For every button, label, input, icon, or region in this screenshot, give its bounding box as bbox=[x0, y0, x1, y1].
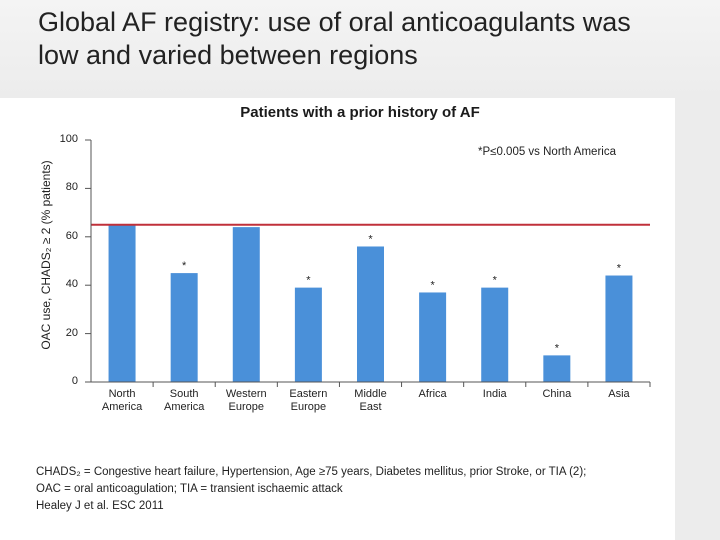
y-tick-label: 40 bbox=[65, 278, 78, 291]
bar bbox=[232, 227, 260, 382]
y-tick-label: 100 bbox=[59, 133, 78, 145]
x-tick-label: Western Europe bbox=[225, 388, 267, 413]
footnotes: CHADS₂ = Congestive heart failure, Hyper… bbox=[36, 464, 666, 515]
markers-group: * * * * * * * bbox=[182, 233, 622, 354]
y-tick-label: 80 bbox=[65, 181, 78, 194]
significance-marker: * bbox=[617, 263, 622, 275]
y-ticks-group bbox=[85, 139, 91, 383]
bar bbox=[294, 287, 322, 382]
significance-marker: * bbox=[368, 233, 373, 245]
significance-marker: * bbox=[306, 275, 311, 287]
significance-marker: * bbox=[555, 342, 560, 354]
bar bbox=[357, 246, 384, 382]
footnote-source: Healey J et al. ESC 2011 bbox=[36, 500, 164, 512]
x-tick-label: Middle East bbox=[354, 388, 387, 413]
bar bbox=[481, 287, 509, 382]
x-tick-label: China bbox=[542, 388, 572, 400]
y-tick-label: 20 bbox=[65, 326, 78, 339]
bar bbox=[543, 355, 571, 382]
y-tick-label: 60 bbox=[65, 229, 78, 242]
x-tick-label: India bbox=[482, 388, 507, 400]
bar bbox=[108, 224, 136, 382]
x-tick-label: Asia bbox=[608, 388, 630, 400]
y-tick-label: 0 bbox=[71, 375, 78, 387]
significance-marker: * bbox=[493, 275, 498, 287]
significance-note: *P≤0.005 vs North America bbox=[478, 146, 616, 158]
x-tick-label: Eastern Europe bbox=[289, 388, 328, 413]
x-tick-label: North America bbox=[101, 388, 143, 413]
significance-marker: * bbox=[182, 260, 187, 272]
x-tick-label: South America bbox=[163, 388, 205, 413]
header-band bbox=[0, 0, 720, 98]
x-ticks-group bbox=[152, 382, 651, 387]
x-tick-label: Africa bbox=[418, 388, 447, 400]
bars-group bbox=[108, 224, 633, 382]
bar bbox=[419, 292, 447, 382]
significance-marker: * bbox=[430, 279, 435, 291]
footnote-oac: OAC = oral anticoagulation; TIA = transi… bbox=[36, 483, 343, 495]
slide-title: Global AF registry: use of oral anticoag… bbox=[38, 7, 631, 70]
bar bbox=[170, 273, 198, 382]
footnote-chads: CHADS₂ = Congestive heart failure, Hyper… bbox=[36, 466, 587, 478]
chart-title: Patients with a prior history of AF bbox=[240, 104, 480, 121]
decorative-side-band bbox=[675, 98, 720, 540]
bar bbox=[605, 275, 633, 382]
